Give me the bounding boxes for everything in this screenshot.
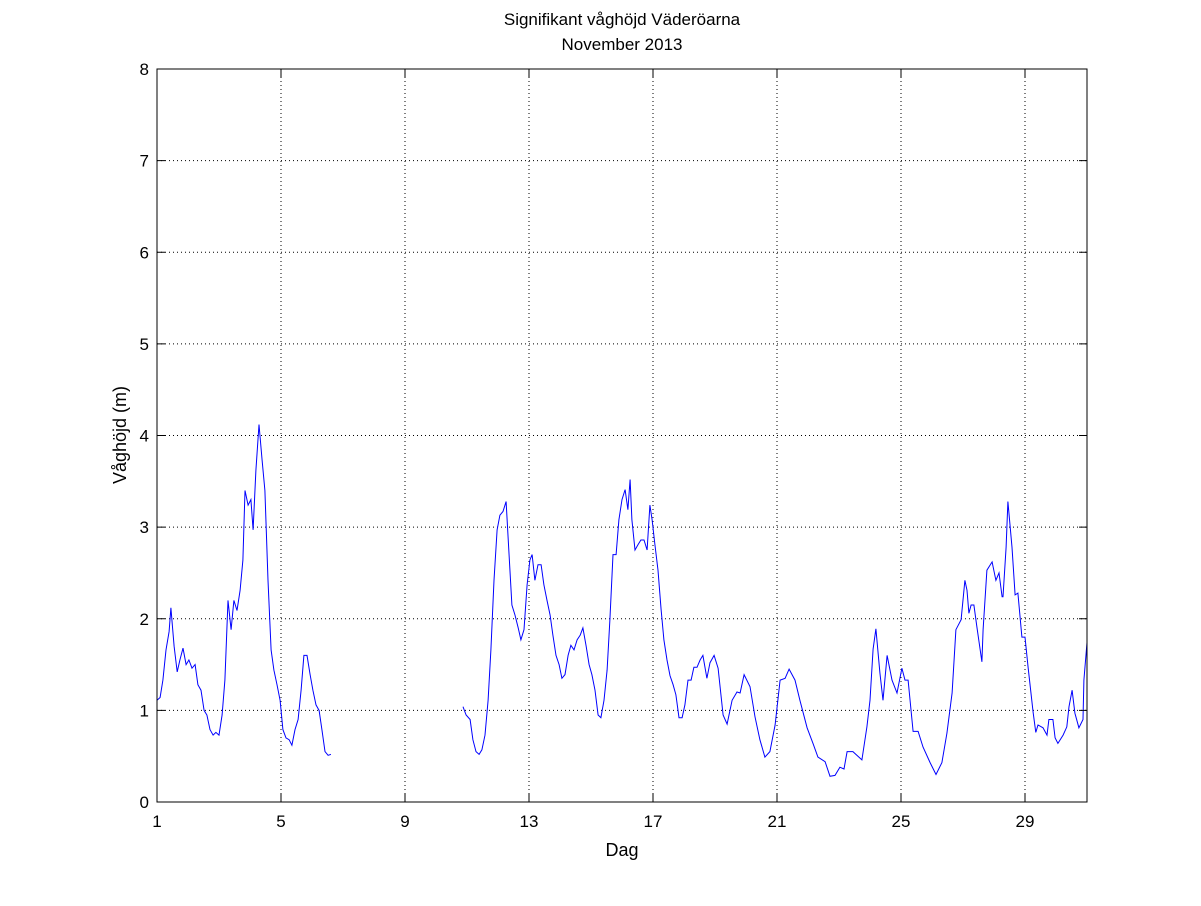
y-tick-label: 5 [140, 335, 149, 354]
x-tick-label: 17 [644, 812, 663, 831]
y-tick-label: 8 [140, 60, 149, 79]
x-axis-label: Dag [605, 840, 638, 860]
x-tick-label: 9 [400, 812, 409, 831]
x-tick-label: 5 [276, 812, 285, 831]
y-tick-label: 4 [140, 427, 149, 446]
x-tick-label: 13 [520, 812, 539, 831]
chart-title: Signifikant våghöjd Väderöarna [504, 10, 741, 29]
grid [157, 69, 1087, 802]
y-tick-label: 3 [140, 518, 149, 537]
y-tick-label: 6 [140, 243, 149, 262]
x-tick-label: 29 [1016, 812, 1035, 831]
y-tick-label: 7 [140, 152, 149, 171]
wave-height-line-segment-1 [156, 424, 332, 756]
wave-height-line-segment-2 [462, 479, 1088, 777]
data-lines [156, 424, 1088, 777]
x-tick-label: 21 [768, 812, 787, 831]
x-tick-label: 25 [892, 812, 911, 831]
y-tick-label: 1 [140, 701, 149, 720]
y-axis-label: Våghöjd (m) [110, 386, 130, 484]
x-tick-label: 1 [152, 812, 161, 831]
chart-subtitle: November 2013 [562, 35, 683, 54]
y-tick-label: 2 [140, 610, 149, 629]
y-tick-label: 0 [140, 793, 149, 812]
